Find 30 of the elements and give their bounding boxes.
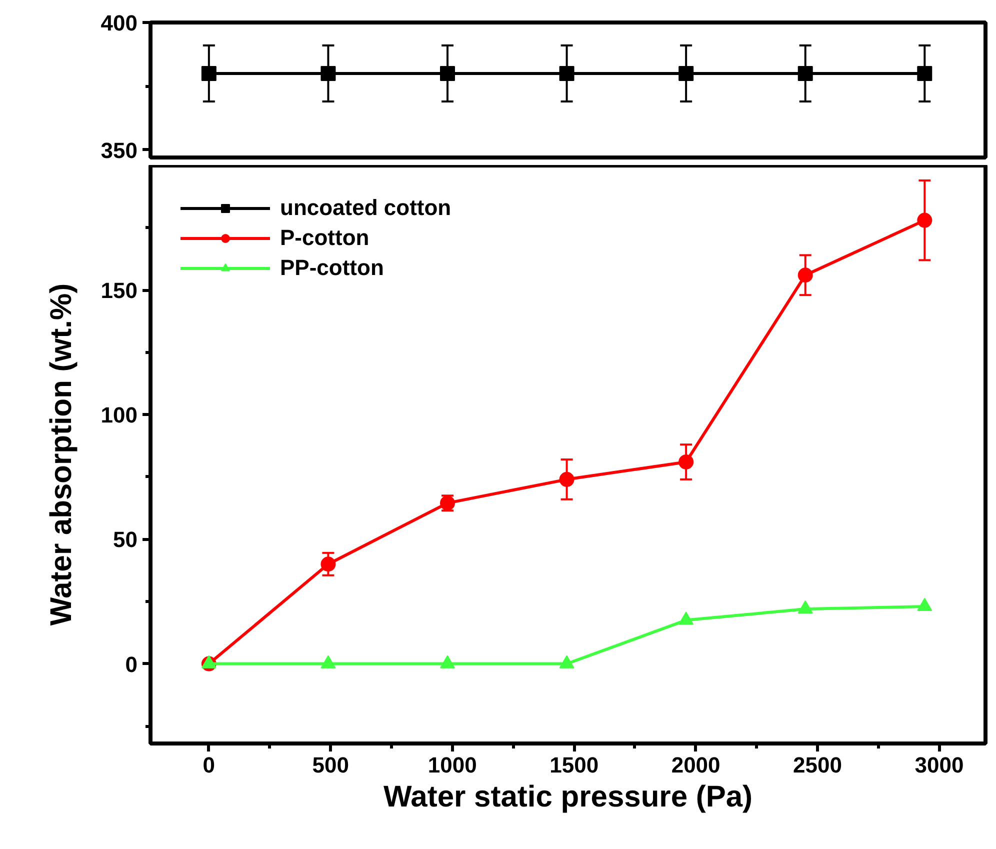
x-axis-title: Water static pressure (Pa) <box>383 780 753 814</box>
point <box>678 454 694 470</box>
legend-label: PP-cotton <box>280 255 384 281</box>
x-tick-label: 3000 <box>914 752 964 778</box>
legend-label: uncoated cotton <box>280 195 452 221</box>
y-axis-title: Water absorption (wt.%) <box>44 283 78 626</box>
point <box>917 598 932 612</box>
point <box>559 655 574 668</box>
point <box>798 600 813 614</box>
y-tick-label: 350 <box>100 138 138 163</box>
x-tick-label: 1500 <box>550 752 599 778</box>
x-tick-label: 2500 <box>793 752 842 778</box>
y-tick-label: 0 <box>125 652 138 677</box>
y-tick-label: 50 <box>113 527 138 552</box>
x-tick-label: 500 <box>312 752 350 778</box>
y-tick-label: 100 <box>100 402 138 428</box>
y-tick-label: 150 <box>100 278 138 304</box>
point <box>559 472 574 487</box>
point <box>320 655 336 668</box>
y-tick-label: 400 <box>100 10 138 36</box>
point <box>678 612 694 625</box>
x-tick-label: 0 <box>202 752 216 778</box>
point <box>201 655 216 668</box>
point <box>320 556 336 572</box>
point <box>917 212 932 228</box>
point <box>440 655 455 668</box>
point <box>798 268 813 283</box>
legend-label: P-cotton <box>280 225 370 251</box>
x-tick-label: 2000 <box>671 752 720 778</box>
x-tick-label: 1000 <box>428 752 477 778</box>
